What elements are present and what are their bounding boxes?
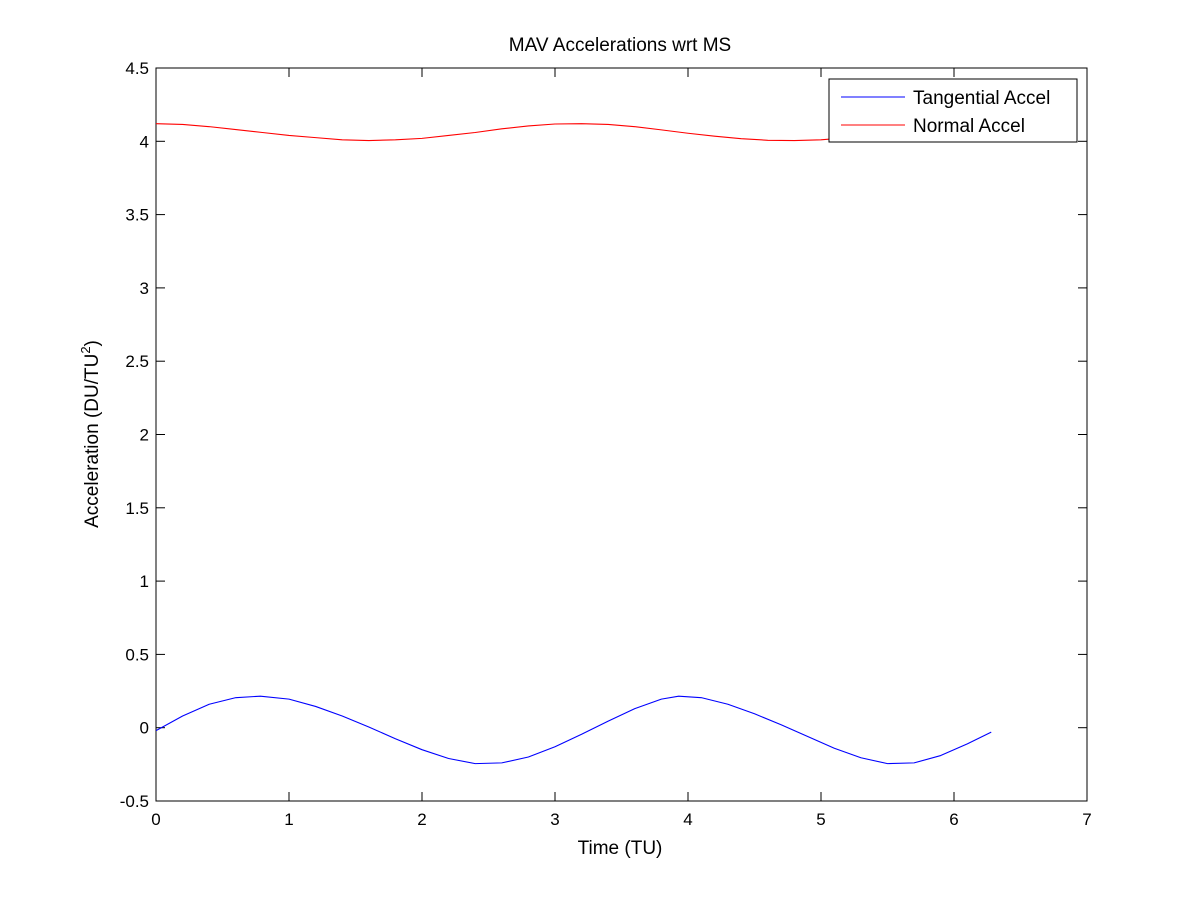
y-axis-label: Acceleration (DU/TU2) xyxy=(78,340,103,528)
x-tick-label: 1 xyxy=(284,810,293,829)
axis-ticks: 0 1 2 3 4 5 6 7-0.500.511.522.533.544.5 xyxy=(120,59,1092,829)
x-tick-label: 5 xyxy=(816,810,825,829)
y-tick-label: 0.5 xyxy=(125,645,149,664)
legend-label-normal: Normal Accel xyxy=(913,116,1025,137)
y-tick-label: 3 xyxy=(140,279,149,298)
y-tick-label: 4.5 xyxy=(125,59,149,78)
x-axis-label: Time (TU) xyxy=(578,838,663,859)
y-axis-label-main: Acceleration (DU/TU xyxy=(82,354,103,528)
plot-area xyxy=(155,67,1088,802)
y-tick-label: -0.5 xyxy=(120,792,149,811)
y-axis-label-superscript: 2 xyxy=(78,346,93,353)
x-tick-label: 2 xyxy=(417,810,426,829)
y-axis-label-suffix: ) xyxy=(82,340,103,346)
y-tick-label: 1 xyxy=(140,572,149,591)
x-tick-label: 3 xyxy=(550,810,559,829)
x-tick-label: 0 xyxy=(151,810,160,829)
legend: Tangential Accel Normal Accel xyxy=(828,78,1078,143)
chart-title: MAV Accelerations wrt MS xyxy=(509,35,731,56)
y-tick-label: 0 xyxy=(140,719,149,738)
y-tick-label: 3.5 xyxy=(125,206,149,225)
y-tick-label: 2 xyxy=(140,426,149,445)
x-tick-label: 4 xyxy=(683,810,692,829)
legend-box xyxy=(828,78,1078,143)
series-line-tangential-accel xyxy=(156,695,992,765)
y-tick-label: 2.5 xyxy=(125,352,149,371)
y-tick-label: 1.5 xyxy=(125,499,149,518)
y-tick-label: 4 xyxy=(140,132,149,151)
legend-label-tangential: Tangential Accel xyxy=(913,88,1050,109)
x-tick-label: 7 xyxy=(1082,810,1091,829)
x-tick-label: 6 xyxy=(949,810,958,829)
